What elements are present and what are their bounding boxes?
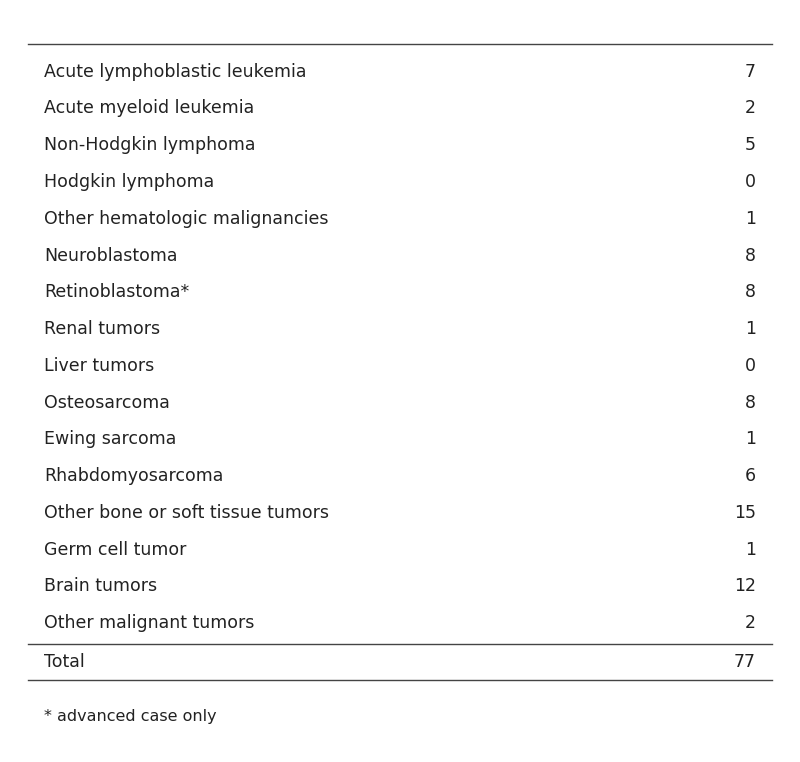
Text: * advanced case only: * advanced case only bbox=[44, 709, 217, 724]
Text: Brain tumors: Brain tumors bbox=[44, 578, 157, 595]
Text: Ewing sarcoma: Ewing sarcoma bbox=[44, 431, 176, 448]
Text: 1: 1 bbox=[745, 541, 756, 559]
Text: Neuroblastoma: Neuroblastoma bbox=[44, 247, 178, 264]
Text: 0: 0 bbox=[745, 357, 756, 375]
Text: Rhabdomyosarcoma: Rhabdomyosarcoma bbox=[44, 467, 223, 485]
Text: Acute lymphoblastic leukemia: Acute lymphoblastic leukemia bbox=[44, 62, 306, 81]
Text: 77: 77 bbox=[734, 653, 756, 671]
Text: Other bone or soft tissue tumors: Other bone or soft tissue tumors bbox=[44, 504, 329, 522]
Text: 6: 6 bbox=[745, 467, 756, 485]
Text: 5: 5 bbox=[745, 136, 756, 154]
Text: 8: 8 bbox=[745, 283, 756, 301]
Text: 2: 2 bbox=[745, 100, 756, 117]
Text: Non-Hodgkin lymphoma: Non-Hodgkin lymphoma bbox=[44, 136, 255, 154]
Text: Osteosarcoma: Osteosarcoma bbox=[44, 394, 170, 411]
Text: Other hematologic malignancies: Other hematologic malignancies bbox=[44, 210, 329, 228]
Text: 8: 8 bbox=[745, 247, 756, 264]
Text: 0: 0 bbox=[745, 173, 756, 191]
Text: Retinoblastoma*: Retinoblastoma* bbox=[44, 283, 190, 301]
Text: 1: 1 bbox=[745, 210, 756, 228]
Text: Acute myeloid leukemia: Acute myeloid leukemia bbox=[44, 100, 254, 117]
Text: 2: 2 bbox=[745, 614, 756, 632]
Text: 7: 7 bbox=[745, 62, 756, 81]
Text: 12: 12 bbox=[734, 578, 756, 595]
Text: Total: Total bbox=[44, 653, 85, 671]
Text: Germ cell tumor: Germ cell tumor bbox=[44, 541, 186, 559]
Text: 15: 15 bbox=[734, 504, 756, 522]
Text: Other malignant tumors: Other malignant tumors bbox=[44, 614, 254, 632]
Text: 8: 8 bbox=[745, 394, 756, 411]
Text: Renal tumors: Renal tumors bbox=[44, 320, 160, 338]
Text: Hodgkin lymphoma: Hodgkin lymphoma bbox=[44, 173, 214, 191]
Text: 1: 1 bbox=[745, 320, 756, 338]
Text: 1: 1 bbox=[745, 431, 756, 448]
Text: Liver tumors: Liver tumors bbox=[44, 357, 154, 375]
